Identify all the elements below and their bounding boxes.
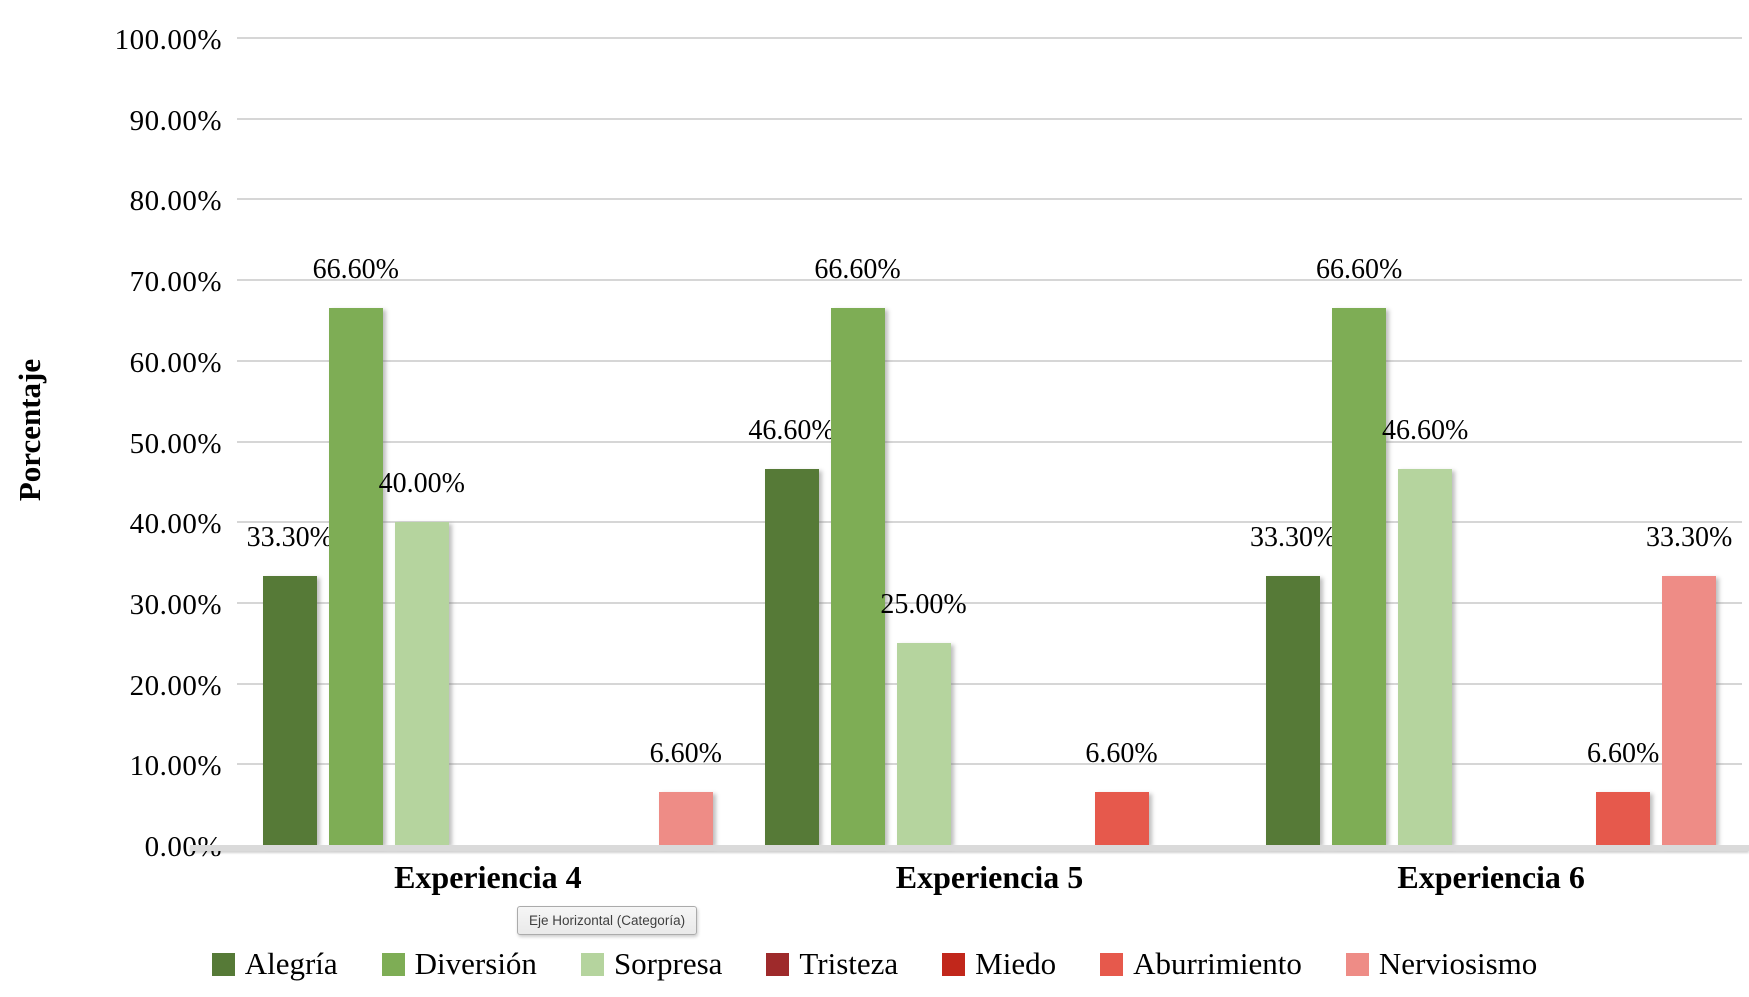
legend-label: Tristeza: [799, 946, 899, 981]
legend-item-sorpresa[interactable]: Sorpresa: [580, 946, 723, 982]
gridline: [237, 37, 1742, 39]
bar-nerviosismo-experiencia-6[interactable]: [1662, 576, 1717, 845]
x-axis-category-2[interactable]: Experiencia 5: [895, 859, 1084, 895]
bar-data-label: 6.60%: [1085, 737, 1158, 769]
bar-data-label: 66.60%: [312, 253, 399, 285]
legend-label: Diversión: [414, 946, 537, 981]
bar-nerviosismo-experiencia-4[interactable]: [658, 791, 713, 845]
gridline: [237, 601, 1742, 604]
gridline: [237, 763, 1742, 766]
y-axis-tick-label[interactable]: 100.00%: [114, 24, 222, 56]
y-axis-tick-label[interactable]: 50.00%: [129, 427, 222, 460]
chart-legend: Alegría Diversión Sorpresa Tristeza Miedo Abu…: [0, 946, 1749, 982]
gridline: [237, 359, 1742, 362]
y-axis-title[interactable]: Porcentaje: [12, 358, 47, 502]
gridline: [237, 440, 1742, 443]
legend-swatch-icon: [211, 952, 235, 976]
bar-alegría-experiencia-5[interactable]: [764, 468, 819, 845]
bar-data-label: 25.00%: [880, 589, 967, 621]
legend-swatch-icon: [381, 952, 405, 976]
legend-item-tristeza[interactable]: Tristeza: [766, 946, 898, 982]
legend-label: Sorpresa: [613, 946, 723, 981]
x-axis-category-1[interactable]: Experiencia 4: [394, 859, 582, 895]
y-axis-tick-label[interactable]: 60.00%: [129, 346, 222, 379]
x-axis-line: [190, 845, 1749, 851]
legend-item-diversión[interactable]: Diversión: [381, 946, 537, 982]
bar-data-label: 66.60%: [814, 253, 901, 285]
bar-data-label: 40.00%: [378, 468, 465, 500]
bar-data-label: 33.30%: [1249, 522, 1337, 554]
bar-diversión-experiencia-5[interactable]: [830, 307, 885, 845]
y-axis-tick-label[interactable]: 30.00%: [129, 588, 222, 621]
bar-aburrimiento-experiencia-6[interactable]: [1596, 791, 1651, 845]
gridline: [237, 521, 1742, 524]
legend-item-miedo[interactable]: Miedo: [942, 946, 1056, 982]
legend-swatch-icon: [580, 952, 604, 976]
bar-data-label: 66.60%: [1315, 253, 1403, 285]
y-axis-tick-label[interactable]: 20.00%: [129, 669, 222, 702]
bar-data-label: 33.30%: [1645, 522, 1733, 554]
y-axis-tick-label[interactable]: 70.00%: [129, 266, 222, 299]
legend-item-alegría[interactable]: Alegría: [211, 946, 338, 982]
gridline: [237, 117, 1742, 120]
gridline: [237, 279, 1742, 282]
legend-label: Aburrimiento: [1133, 946, 1302, 981]
bar-data-label: 6.60%: [1586, 737, 1660, 769]
y-axis-tick-label[interactable]: 90.00%: [129, 104, 222, 137]
bar-diversión-experiencia-4[interactable]: [328, 307, 383, 845]
bar-data-label: 46.60%: [748, 414, 835, 446]
bar-data-label: 46.60%: [1381, 414, 1469, 446]
bar-sorpresa-experiencia-5[interactable]: [896, 643, 951, 845]
legend-item-aburrimiento[interactable]: Aburrimiento: [1100, 946, 1302, 982]
x-axis-category-3[interactable]: Experiencia 6: [1397, 859, 1585, 895]
bar-aburrimiento-experiencia-5[interactable]: [1094, 791, 1149, 845]
bar-data-label: 6.60%: [649, 737, 722, 769]
bar-alegría-experiencia-4[interactable]: [262, 576, 317, 845]
bar-alegría-experiencia-6[interactable]: [1266, 576, 1321, 845]
y-axis-tick-label[interactable]: 40.00%: [129, 508, 222, 541]
legend-swatch-icon: [1100, 952, 1124, 976]
bar-sorpresa-experiencia-6[interactable]: [1398, 468, 1453, 845]
gridline: [237, 682, 1742, 685]
axis-tooltip-text: Eje Horizontal (Categoría): [529, 913, 686, 928]
y-axis-tick-label[interactable]: 80.00%: [129, 185, 222, 218]
legend-swatch-icon: [942, 952, 966, 976]
legend-label: Nerviosismo: [1378, 946, 1538, 981]
legend-item-nerviosismo[interactable]: Nerviosismo: [1345, 946, 1538, 982]
legend-swatch-icon: [766, 952, 790, 976]
gridline: [237, 198, 1742, 201]
axis-hover-tooltip: Eje Horizontal (Categoría): [517, 906, 698, 935]
y-axis-tick-label[interactable]: 10.00%: [129, 750, 222, 783]
legend-label: Miedo: [975, 946, 1057, 981]
legend-label: Alegría: [244, 946, 338, 981]
legend-swatch-icon: [1345, 952, 1369, 976]
bar-diversión-experiencia-6[interactable]: [1332, 307, 1387, 845]
bar-data-label: 33.30%: [246, 522, 333, 554]
bar-sorpresa-experiencia-4[interactable]: [394, 522, 449, 845]
